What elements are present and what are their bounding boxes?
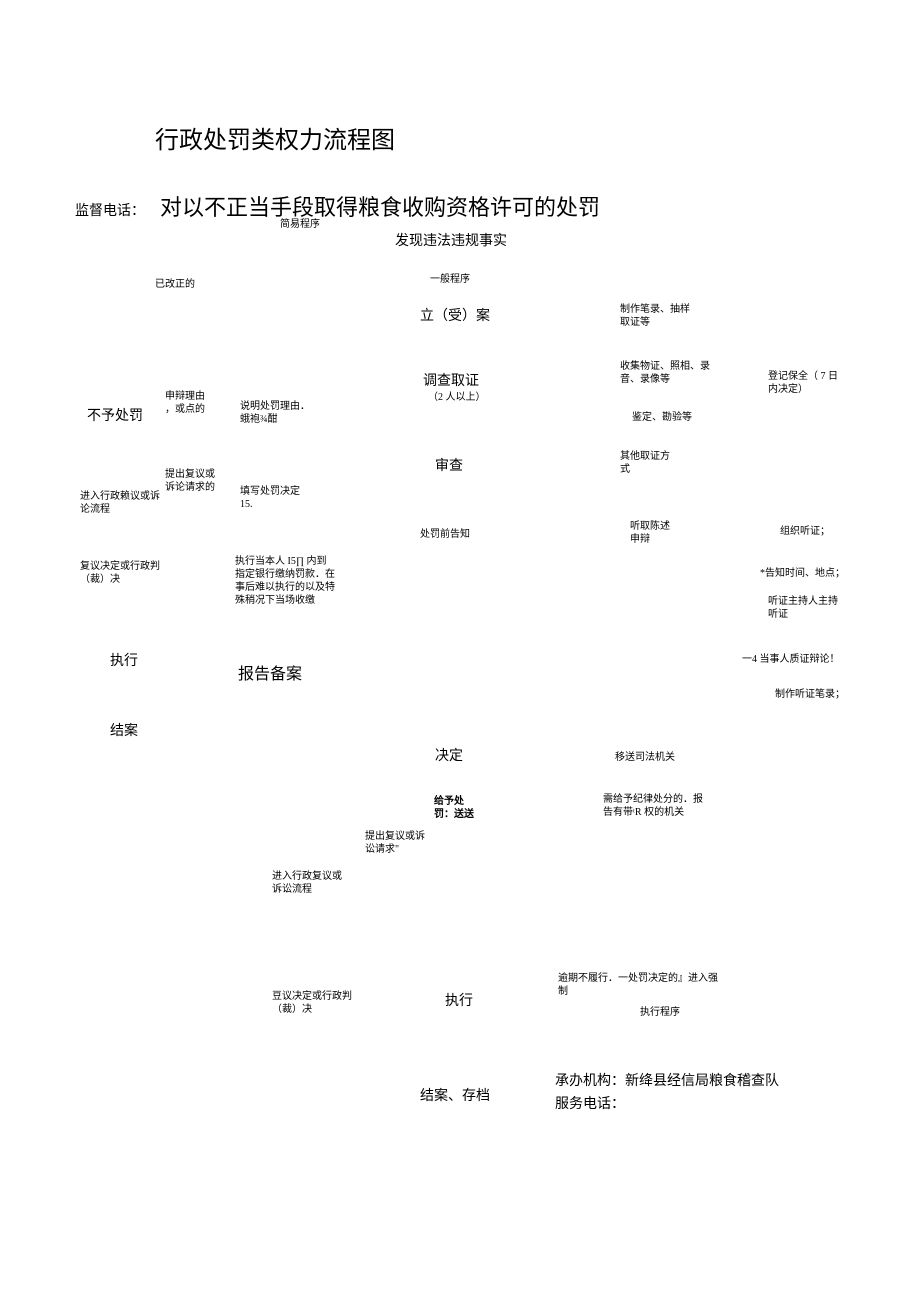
discover-fact: 发现违法违规事实 bbox=[395, 230, 507, 250]
enter-review-flow: 进入行政赖议或诉 论流程 bbox=[80, 490, 160, 516]
register-preserve: 登记保全（ 7 日 内决定） bbox=[768, 370, 838, 396]
hear-statement: 听取陈述 申辩 bbox=[630, 520, 670, 546]
agency-label-text: 承办机构： bbox=[555, 1074, 625, 1089]
simple-procedure-label: 简易程序 bbox=[280, 215, 320, 230]
appraisal: 鉴定、勘验等 bbox=[632, 408, 692, 423]
party-debate: 一4 当事人质证辩论！ bbox=[742, 650, 840, 665]
agency-name: 新绛县经信局粮食稽查队 bbox=[625, 1074, 779, 1089]
report-filing: 报告备案 bbox=[238, 660, 302, 684]
make-hearing-record: 制作听证笔录； bbox=[775, 685, 845, 700]
close-case-left: 结案 bbox=[110, 720, 138, 740]
close-archive: 结案、存档 bbox=[420, 1085, 490, 1105]
review-decision-left: 复议决定或行政判 （裁）决 bbox=[80, 560, 160, 586]
no-penalty: 不予处罚 bbox=[87, 405, 143, 425]
defense-reason: 申辩理由 ，或点的 bbox=[165, 390, 205, 416]
review-step: 审查 bbox=[435, 455, 463, 475]
main-title: 行政处罚类权力流程图 bbox=[155, 120, 395, 155]
transfer-judicial: 移送司法机关 bbox=[615, 748, 675, 763]
enforce-procedure: 执行程序 bbox=[640, 1003, 680, 1018]
organize-hearing: 组织听证； bbox=[780, 522, 830, 537]
file-case: 立（受）案 bbox=[420, 305, 490, 325]
make-record: 制作笔录、抽样 取证等 bbox=[620, 303, 690, 329]
give-penalty: 给予处 罚：送送 bbox=[434, 795, 474, 821]
subtitle: 对以不正当手段取得粮食收购资格许可的处罚 bbox=[160, 190, 600, 222]
decision-step: 决定 bbox=[435, 745, 463, 765]
general-procedure-label: 一般程序 bbox=[430, 270, 470, 285]
review-decision-center: 豆议决定或行政判 （裁）决 bbox=[272, 990, 352, 1016]
host-hearing: 听证主持人主持 听证 bbox=[768, 595, 838, 621]
fill-decision: 填写处罚决定 15. bbox=[240, 485, 300, 511]
overdue-enforce: 逾期不履行．一处罚决定的』进入强 制 bbox=[558, 972, 718, 998]
other-methods: 其他取证方 式 bbox=[620, 450, 670, 476]
service-phone-label: 服务电话： bbox=[555, 1093, 625, 1113]
collect-evidence: 收集物证、照相、录 音、录像等 bbox=[620, 360, 710, 386]
investigate-sub: （2 人以上） bbox=[428, 388, 486, 403]
execute-detail: 执行当本人 I5∏ 内到指定银行缴纳罚款．在事后难以执行的以及特殊稍况下当场收缴 bbox=[235, 555, 335, 607]
execute-left: 执行 bbox=[110, 650, 138, 670]
request-review-left: 提出复议或 诉论请求的 bbox=[165, 468, 215, 494]
corrected-label: 已改正的 bbox=[155, 275, 195, 290]
request-review-center: 提出复议或诉 讼请求" bbox=[365, 830, 425, 856]
enter-review-center: 进入行政复议或 诉讼流程 bbox=[272, 870, 342, 896]
pre-notice: 处罚前告知 bbox=[420, 525, 470, 540]
supervision-phone-label: 监督电话： bbox=[75, 200, 145, 220]
explain-reason: 说明处罚理由． 蛾袍¾酣 bbox=[240, 400, 310, 426]
agency-label: 承办机构：新绛县经信局粮食稽查队 bbox=[555, 1070, 779, 1090]
notify-time: *告知时间、地点； bbox=[760, 564, 845, 579]
discipline-report: 需给予纪律处分的．报 告有带ᵗR 权的机关 bbox=[603, 793, 703, 819]
investigate: 调查取证 bbox=[423, 370, 479, 390]
execute-center: 执行 bbox=[445, 990, 473, 1010]
